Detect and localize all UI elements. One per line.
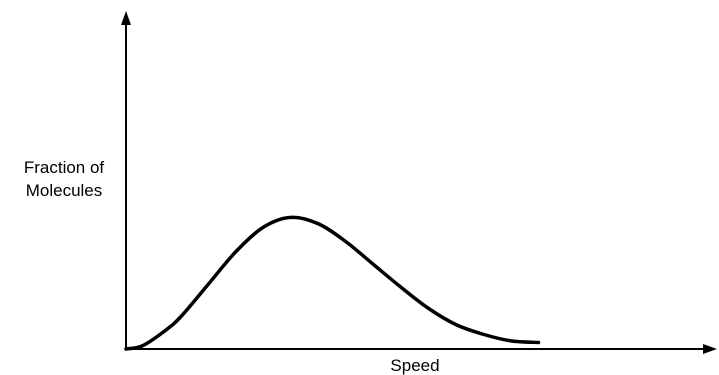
y-axis-label-line-1: Fraction of <box>24 158 105 177</box>
x-axis-arrow <box>703 344 717 354</box>
y-axis-label-line-2: Molecules <box>26 181 103 200</box>
series-layer <box>124 215 541 351</box>
y-axis-arrow <box>121 11 131 25</box>
distribution-curve-0 <box>124 215 541 351</box>
x-axis-label: Speed <box>390 356 439 375</box>
